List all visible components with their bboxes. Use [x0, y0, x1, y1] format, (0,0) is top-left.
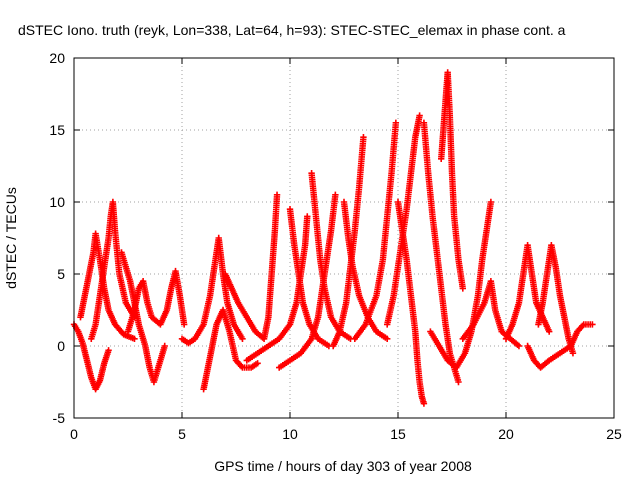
data-point [455, 378, 462, 386]
series-pass-12 [308, 170, 354, 342]
x-tick-label: 15 [390, 426, 406, 442]
series-pass-15 [351, 119, 400, 342]
x-tick-label: 5 [178, 426, 186, 442]
data-point [131, 335, 138, 342]
y-tick-label: -5 [53, 410, 66, 426]
data-point [332, 191, 339, 198]
series-pass-2 [77, 230, 138, 342]
series-pass-16 [394, 198, 428, 407]
series-pass-21 [459, 278, 523, 350]
data-point [161, 342, 168, 350]
series-pass-3 [88, 198, 138, 342]
data-point [105, 347, 112, 354]
x-tick-label: 25 [606, 426, 622, 442]
series-pass-20 [427, 198, 495, 371]
data-point [546, 328, 553, 335]
series-pass-22 [502, 242, 553, 342]
x-axis-label: GPS time / hours of day 303 of year 2008 [214, 458, 472, 474]
series-pass-7 [200, 306, 261, 393]
data-point [515, 342, 523, 350]
series-pass-5 [124, 267, 188, 335]
data-point [589, 321, 596, 328]
series-pass-1 [70, 321, 112, 393]
x-tick-label: 10 [282, 426, 298, 442]
chart-title: dSTEC Iono. truth (reyk, Lon=338, Lat=64… [18, 22, 566, 38]
y-tick-label: 20 [49, 50, 65, 66]
data-point [360, 134, 367, 141]
data-point [420, 400, 428, 407]
series-pass-19 [438, 69, 466, 292]
data-points [70, 69, 596, 407]
plot-frame [73, 57, 615, 419]
x-tick-label: 20 [498, 426, 514, 442]
data-point [304, 213, 311, 220]
y-tick-label: 15 [49, 122, 65, 138]
x-tick-label: 0 [70, 426, 78, 442]
series-pass-6 [178, 234, 246, 347]
series-pass-23 [535, 242, 577, 357]
series-pass-24 [524, 321, 596, 371]
series-pass-17 [384, 112, 423, 328]
y-tick-label: 5 [57, 266, 65, 282]
data-point [239, 335, 246, 342]
data-point [273, 191, 281, 198]
data-point [487, 198, 495, 206]
series-pass-10 [286, 206, 333, 350]
data-point [384, 335, 391, 342]
grid-lines [74, 58, 614, 418]
data-point [459, 285, 466, 292]
data-point [180, 321, 188, 328]
y-axis-label: dSTEC / TECUs [3, 187, 19, 289]
series-pass-8 [222, 191, 281, 342]
data-point [392, 119, 400, 126]
data-point [254, 360, 261, 367]
data-point [416, 112, 423, 119]
data-point [569, 350, 577, 357]
y-tick-label: 10 [49, 194, 65, 210]
y-tick-label: 0 [57, 338, 65, 354]
